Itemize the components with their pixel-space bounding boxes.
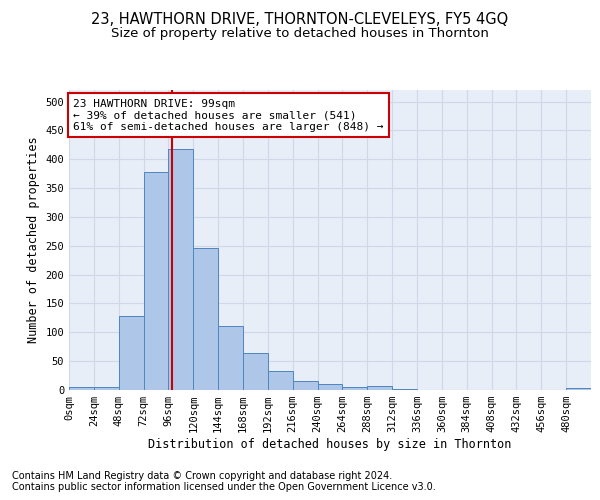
Bar bbox=[268, 371, 293, 390]
Text: Contains public sector information licensed under the Open Government Licence v3: Contains public sector information licen… bbox=[12, 482, 436, 492]
Text: 23 HAWTHORN DRIVE: 99sqm
← 39% of detached houses are smaller (541)
61% of semi-: 23 HAWTHORN DRIVE: 99sqm ← 39% of detach… bbox=[73, 98, 383, 132]
Bar bbox=[317, 384, 343, 390]
Bar bbox=[293, 382, 317, 390]
Bar bbox=[343, 387, 367, 390]
Bar bbox=[119, 316, 143, 390]
Text: Size of property relative to detached houses in Thornton: Size of property relative to detached ho… bbox=[111, 28, 489, 40]
Bar bbox=[143, 172, 169, 390]
Bar bbox=[566, 388, 591, 390]
Bar bbox=[367, 386, 392, 390]
Bar bbox=[169, 149, 193, 390]
Bar bbox=[392, 389, 417, 390]
Text: 23, HAWTHORN DRIVE, THORNTON-CLEVELEYS, FY5 4GQ: 23, HAWTHORN DRIVE, THORNTON-CLEVELEYS, … bbox=[91, 12, 509, 28]
Bar bbox=[94, 387, 119, 390]
Bar bbox=[69, 387, 94, 390]
Text: Contains HM Land Registry data © Crown copyright and database right 2024.: Contains HM Land Registry data © Crown c… bbox=[12, 471, 392, 481]
Bar bbox=[218, 326, 243, 390]
Bar bbox=[243, 352, 268, 390]
Bar bbox=[193, 248, 218, 390]
Y-axis label: Number of detached properties: Number of detached properties bbox=[27, 136, 40, 344]
X-axis label: Distribution of detached houses by size in Thornton: Distribution of detached houses by size … bbox=[148, 438, 512, 451]
